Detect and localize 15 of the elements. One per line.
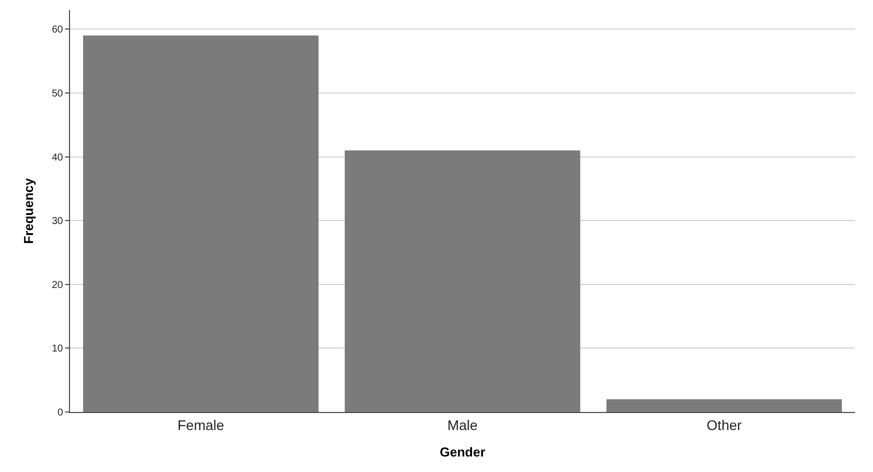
bar xyxy=(83,36,319,412)
x-tick-label: Male xyxy=(447,416,478,433)
y-tick-label: 60 xyxy=(52,24,64,36)
y-tick-label: 0 xyxy=(57,408,64,418)
y-axis-title: Frequency xyxy=(20,177,36,244)
x-axis-title: Gender xyxy=(440,444,486,460)
x-tick-label: Other xyxy=(706,416,742,433)
y-tick-label: 40 xyxy=(52,152,64,164)
y-tick-label: 10 xyxy=(52,344,64,355)
y-tick-label: 50 xyxy=(52,88,64,100)
y-tick-label: 30 xyxy=(52,216,64,228)
y-tick-label: 20 xyxy=(52,280,64,291)
bar xyxy=(606,399,842,412)
x-tick-label: Female xyxy=(177,416,224,433)
bar xyxy=(344,150,580,412)
